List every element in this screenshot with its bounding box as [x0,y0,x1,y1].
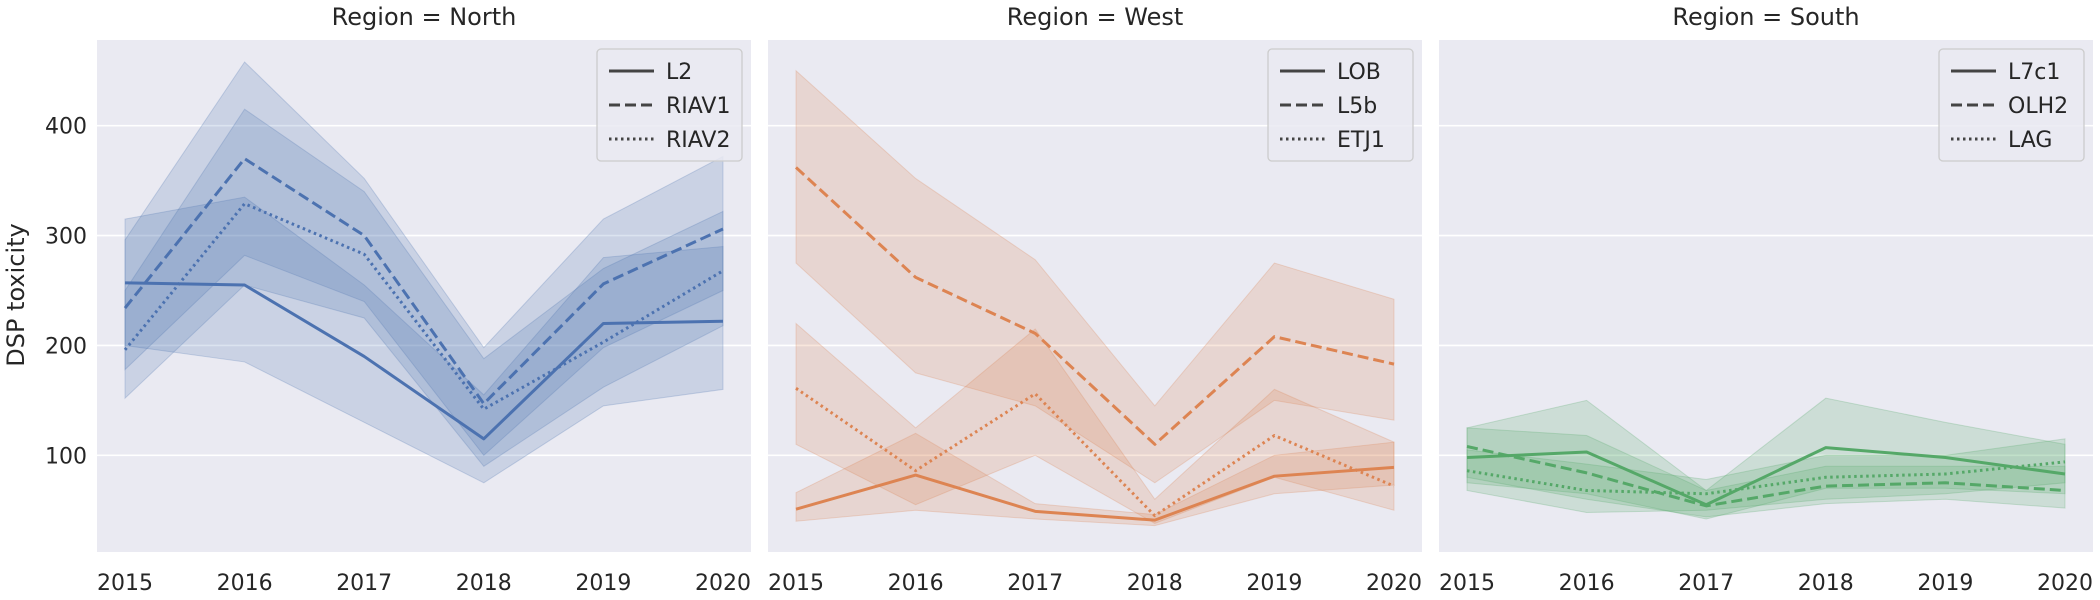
legend-entry: OLH2 [2008,94,2068,119]
legend: L2 RIAV1 RIAV2 [596,48,743,162]
legend-entry: ETJ1 [1337,128,1385,153]
x-tick-label: 2017 [336,571,392,596]
ci-band [1466,427,2066,518]
x-tick-label: 2015 [97,571,153,596]
x-tick-label: 2017 [1678,571,1734,596]
ci-band [124,61,724,457]
legend-frame [1938,48,2085,162]
x-tick-label: 2019 [1246,571,1302,596]
x-tick-label: 2018 [1127,571,1183,596]
ci-band [795,432,1395,527]
ci-band [795,69,1395,484]
x-tick-label: 2016 [1559,571,1615,596]
series-line [1466,446,2066,507]
series-line [794,166,1395,446]
x-tick-label: 2015 [768,571,824,596]
legend-entry: LAG [2008,128,2052,153]
legend: LOB L5b ETJ1 [1267,48,1414,162]
y-tick-label: 400 [45,115,87,140]
x-tick-label: 2018 [456,571,512,596]
x-tick-label: 2018 [1798,571,1854,596]
y-axis-label: DSP toxicity [2,223,30,367]
panel-1: 2015 2016 2017 2018 2019 2020 100 200 300 400 Regi… [45,3,751,596]
series-line [123,157,724,406]
x-tick-label: 2020 [695,571,751,596]
y-tick-label: 200 [45,334,87,359]
series-line [123,202,724,411]
series-line [1466,445,2066,508]
x-tick-label: 2019 [1917,571,1973,596]
legend-entry: RIAV2 [666,128,730,153]
x-tick-label: 2019 [575,571,631,596]
legend-entry: L7c1 [2008,60,2060,85]
x-tick-label: 2017 [1007,571,1063,596]
x-tick-label: 2015 [1439,571,1495,596]
legend-entry: LOB [1337,60,1381,85]
legend-frame [596,48,743,162]
x-tick-label: 2020 [1366,571,1422,596]
series-line [1466,460,2066,496]
ci-band [124,196,724,484]
panel-title: Region = West [1007,3,1184,31]
x-tick-label: 2016 [888,571,944,596]
panel-3: 2015 2016 2017 2018 2019 2020 Region = South L7… [1439,3,2093,596]
legend-frame [1267,48,1414,162]
legend-entry: L2 [666,60,692,85]
y-tick-label: 300 [45,225,87,250]
panel-title: Region = North [332,3,517,31]
y-tick-label: 100 [45,444,87,469]
panel-2: 2015 2016 2017 2018 2019 2020 Region = West LOB… [768,3,1422,596]
legend: L7c1 OLH2 LAG [1938,48,2085,162]
ci-band [795,322,1395,524]
x-tick-label: 2016 [217,571,273,596]
panel-title: Region = South [1672,3,1859,31]
ci-band [1466,397,2066,520]
legend-entry: RIAV1 [666,94,730,119]
legend-entry: L5b [1337,94,1377,119]
series-line [795,465,1395,522]
series-line [795,387,1395,518]
series-line [124,281,724,441]
x-tick-label: 2020 [2037,571,2093,596]
